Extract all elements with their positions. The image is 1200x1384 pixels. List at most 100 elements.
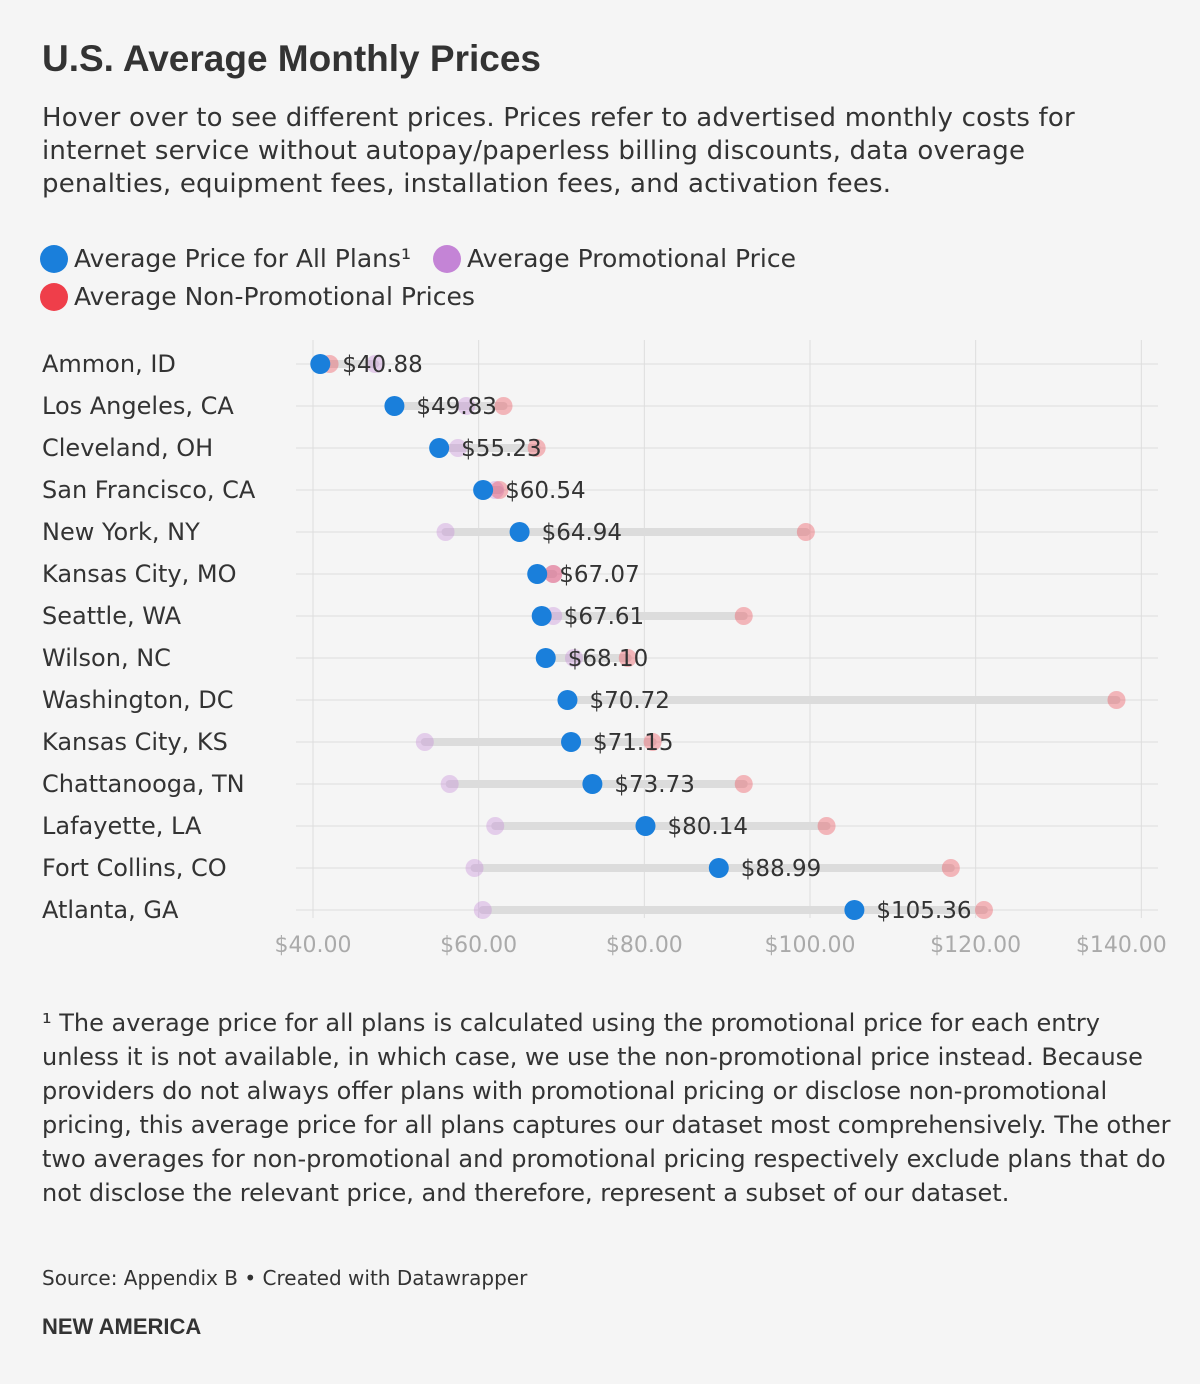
value-label: $71.15 (593, 730, 673, 756)
promotional-price-point (448, 439, 467, 457)
promotional-price-point (366, 355, 385, 373)
promotional-price-point (465, 859, 484, 877)
legend-item-all-plans[interactable]: Average Price for All Plans¹ (40, 240, 411, 278)
all-plans-price-point (531, 606, 552, 626)
value-label: $105.36 (876, 898, 971, 924)
non-promotional-price-point (941, 859, 960, 877)
all-plans-price-point (384, 396, 405, 416)
non-promotional-price-point (494, 397, 513, 415)
value-label: $60.54 (505, 478, 585, 504)
legend-label-non-promotional: Average Non-Promotional Prices (74, 282, 475, 311)
footnote: ¹ The average price for all plans is cal… (42, 1009, 1171, 1207)
x-tick-label: $80.00 (606, 933, 683, 958)
non-promotional-price-point (734, 775, 753, 793)
promotional-price-point (564, 649, 583, 667)
row-label: Lafayette, LA (42, 812, 202, 840)
x-axis: $40.00 $60.00 $80.00 $100.00 $120.00 $140.00 (275, 933, 1167, 958)
x-tick-label: $40.00 (275, 933, 352, 958)
promotional-price-point (544, 565, 563, 583)
dot-plot-chart: Ammon, ID $40.88 Los Angeles, CA $49.83 Clev… (42, 340, 1167, 958)
row-label: Kansas City, KS (42, 728, 228, 756)
legend-item-non-promotional[interactable]: Average Non-Promotional Prices (40, 278, 475, 316)
all-plans-price-point (429, 438, 450, 458)
x-tick-label: $60.00 (440, 933, 517, 958)
row-label: Seattle, WA (42, 602, 182, 630)
chart-title: U.S. Average Monthly Prices (42, 38, 541, 79)
all-plans-price-point (635, 816, 656, 836)
all-plans-price-point (557, 690, 578, 710)
promotional-price-point (415, 733, 434, 751)
chart-row: Fort Collins, CO $88.99 (42, 854, 1158, 882)
grid (312, 340, 1142, 918)
legend-label-promotional: Average Promotional Price (467, 244, 797, 273)
non-promotional-price-point (1107, 691, 1126, 709)
promotional-price-point (436, 523, 455, 541)
row-label: Ammon, ID (42, 350, 176, 378)
all-plans-price-point (708, 858, 729, 878)
row-label: Atlanta, GA (42, 896, 179, 924)
row-label: Washington, DC (42, 686, 234, 714)
all-plans-price-point (509, 522, 530, 542)
all-plans-price-point (535, 648, 556, 668)
value-label: $55.23 (461, 436, 541, 462)
chart-row: Atlanta, GA $105.36 (42, 896, 1158, 924)
value-label: $80.14 (667, 814, 747, 840)
legend-item-promotional[interactable]: Average Promotional Price (433, 240, 796, 278)
non-promotional-price-point (734, 607, 753, 625)
value-label: $67.61 (564, 604, 644, 630)
legend-dot-non-promotional (40, 283, 68, 311)
value-label: $88.99 (741, 856, 821, 882)
row-label: Fort Collins, CO (42, 854, 227, 882)
non-promotional-price-point (490, 481, 509, 499)
row-label: New York, NY (42, 518, 200, 546)
value-label: $40.88 (342, 352, 422, 378)
value-label: $70.72 (589, 688, 669, 714)
chart-row: Ammon, ID $40.88 (42, 350, 1158, 378)
row-label: San Francisco, CA (42, 476, 256, 504)
all-plans-price-point (473, 480, 494, 500)
row-label: Wilson, NC (42, 644, 171, 672)
value-label: $68.10 (568, 646, 648, 672)
source-line: Source: Appendix B • Created with Datawr… (42, 1266, 528, 1290)
row-label: Kansas City, MO (42, 560, 236, 588)
x-tick-label: $100.00 (765, 933, 856, 958)
chart-row: Kansas City, MO $67.07 (42, 560, 1158, 588)
non-promotional-price-point (544, 565, 563, 583)
x-tick-label: $120.00 (930, 933, 1021, 958)
chart-row: San Francisco, CA $60.54 (42, 476, 1158, 504)
promotional-price-point (486, 817, 505, 835)
chart-row: Wilson, NC $68.10 (42, 644, 1158, 672)
non-promotional-price-point (643, 733, 662, 751)
chart-row: New York, NY $64.94 (42, 518, 1158, 546)
value-label: $49.83 (416, 394, 496, 420)
all-plans-price-point (582, 774, 603, 794)
promotional-price-point (440, 775, 459, 793)
legend-dot-promotional (433, 245, 461, 273)
value-label: $67.07 (559, 562, 639, 588)
all-plans-price-point (527, 564, 548, 584)
value-label: $73.73 (614, 772, 694, 798)
non-promotional-price-point (527, 439, 546, 457)
all-plans-price-point (310, 354, 331, 374)
chart-rows: Ammon, ID $40.88 Los Angeles, CA $49.83 Clev… (42, 350, 1158, 924)
legend-label-all-plans: Average Price for All Plans¹ (74, 244, 412, 273)
chart-row: Cleveland, OH $55.23 (42, 434, 1158, 462)
chart-row: Lafayette, LA $80.14 (42, 812, 1158, 840)
chart-row: Chattanooga, TN $73.73 (42, 770, 1158, 798)
chart-row: Seattle, WA $67.61 (42, 602, 1158, 630)
value-label: $64.94 (542, 520, 622, 546)
row-label: Cleveland, OH (42, 434, 213, 462)
non-promotional-price-point (974, 901, 993, 919)
chart-row: Kansas City, KS $71.15 (42, 728, 1158, 756)
non-promotional-price-point (817, 817, 836, 835)
promotional-price-point (473, 901, 492, 919)
all-plans-price-point (561, 732, 582, 752)
non-promotional-price-point (796, 523, 815, 541)
row-label: Los Angeles, CA (42, 392, 234, 420)
legend: Average Price for All Plans¹ Average Pro… (40, 240, 1160, 316)
non-promotional-price-point (618, 649, 637, 667)
all-plans-price-point (844, 900, 865, 920)
brand-logo: NEW AMERICA (42, 1314, 202, 1339)
chart-description: Hover over to see different prices. Pric… (42, 103, 1075, 199)
chart-row: Washington, DC $70.72 (42, 686, 1158, 714)
